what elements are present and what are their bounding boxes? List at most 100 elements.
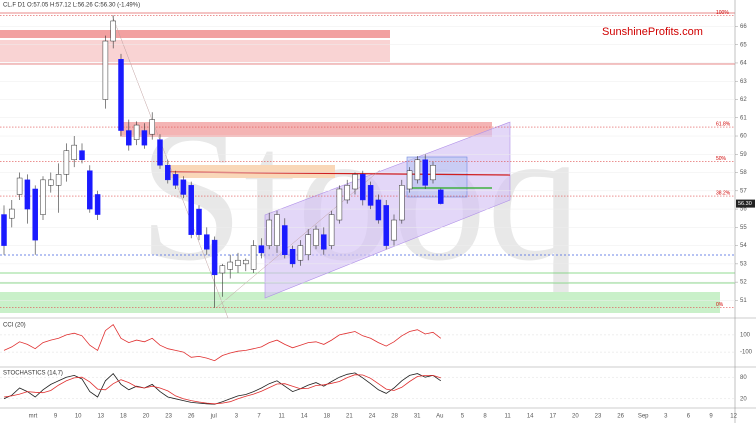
y-tick-label: 60 <box>740 134 747 140</box>
candle-body <box>110 20 116 42</box>
y-tick-label: 58 <box>740 170 747 176</box>
candle-body <box>289 249 296 265</box>
candle-body <box>383 205 389 246</box>
x-tick-label: Sep <box>638 414 649 420</box>
candle-body <box>149 119 155 135</box>
resistance-zone <box>0 40 390 62</box>
y-tick-label: 55 <box>740 225 747 231</box>
fib-label: 100% <box>716 10 729 16</box>
x-tick-label: 23 <box>165 414 172 420</box>
candle-body <box>157 139 163 166</box>
candle-body <box>180 179 187 195</box>
candle-body <box>375 199 382 221</box>
candle-body <box>422 159 428 186</box>
x-tick-label: jul <box>210 414 217 420</box>
candle-body <box>219 265 226 274</box>
candle-body <box>63 150 70 175</box>
chart-title: CL.F D1 O:57.05 H:57.12 L:56.26 C:56.30 … <box>3 3 140 9</box>
last-price-label: 56.30 <box>738 201 752 207</box>
y-tick-label: 62 <box>740 97 747 103</box>
y-tick-label: 53 <box>740 261 747 267</box>
x-tick-label: 11 <box>278 414 285 420</box>
fib-label: 50% <box>716 156 727 162</box>
x-tick-label: 12 <box>730 414 737 420</box>
candle-body <box>141 130 148 146</box>
x-tick-label: 20 <box>572 414 579 420</box>
y-tick-label: 61 <box>740 115 747 121</box>
x-tick-label: 14 <box>527 414 534 420</box>
candle-body <box>118 59 124 131</box>
candle-body <box>282 225 288 255</box>
candle-body <box>266 219 272 246</box>
candle-body <box>204 234 210 250</box>
candle-body <box>344 185 350 201</box>
y-tick-label: 66 <box>740 24 747 30</box>
y-tick-label: 64 <box>740 61 747 67</box>
y-tick-label: 80 <box>740 375 747 381</box>
x-tick-label: 23 <box>595 414 602 420</box>
x-tick-label: 31 <box>414 414 421 420</box>
x-tick-label: 18 <box>120 414 127 420</box>
x-tick-label: 10 <box>75 414 82 420</box>
candle-body <box>126 130 132 146</box>
candle-body <box>1 214 7 246</box>
x-tick-label: 3 <box>235 414 239 420</box>
x-tick-label: 5 <box>461 414 465 420</box>
candle-body <box>305 234 311 255</box>
y-tick-label: 59 <box>740 152 747 158</box>
y-tick-label: 20 <box>740 396 747 402</box>
x-tick-label: 9 <box>54 414 58 420</box>
fib-line <box>215 169 381 309</box>
y-tick-label: 52 <box>740 280 747 286</box>
resistance-zone <box>120 122 492 137</box>
candle-body <box>399 185 405 221</box>
candle-body <box>211 239 218 276</box>
resistance-zone <box>165 165 335 178</box>
candle-body <box>165 164 171 181</box>
candle-body <box>48 179 54 186</box>
x-tick-label: 11 <box>504 414 511 420</box>
candle-body <box>235 259 241 266</box>
candle-body <box>102 40 109 100</box>
x-tick-label: 13 <box>97 414 104 420</box>
x-tick-label: 17 <box>549 414 556 420</box>
support-zone <box>0 292 720 313</box>
x-tick-label: 6 <box>687 414 691 420</box>
candle-body <box>360 174 366 201</box>
x-tick-label: 9 <box>709 414 713 420</box>
x-tick-label: 8 <box>483 414 487 420</box>
y-tick-label: -100 <box>740 350 753 356</box>
candle-body <box>243 259 249 265</box>
candle-body <box>367 185 374 206</box>
x-tick-label: 7 <box>257 414 261 420</box>
indicator-line <box>3 374 441 405</box>
x-tick-label: 14 <box>301 414 308 420</box>
resistance-zone <box>0 30 390 38</box>
candle-body <box>406 170 413 190</box>
candle-body <box>227 261 233 270</box>
candle-body <box>71 144 77 161</box>
y-tick-label: 63 <box>740 79 747 85</box>
candle-body <box>258 245 265 254</box>
candle-body <box>16 177 23 195</box>
fib-label: 0% <box>716 302 724 308</box>
brand: SunshineProfits.com <box>602 26 703 38</box>
fib-label: 38.2% <box>716 190 731 196</box>
candle-body <box>94 194 101 215</box>
candle-body <box>196 208 202 235</box>
indicator-line <box>3 324 442 362</box>
candle-body <box>274 214 280 246</box>
candle-body <box>321 234 327 250</box>
candle-body <box>9 208 15 219</box>
candle-body <box>40 179 46 215</box>
x-tick-label: 20 <box>143 414 150 420</box>
x-tick-label: 26 <box>188 414 195 420</box>
candle-body <box>172 174 179 186</box>
x-tick-label: 28 <box>391 414 398 420</box>
y-tick-label: 54 <box>740 243 747 249</box>
candle-body <box>414 159 421 181</box>
y-tick-label: 65 <box>740 42 747 48</box>
x-tick-label: 26 <box>617 414 624 420</box>
x-tick-label: 3 <box>664 414 668 420</box>
candle-body <box>297 245 304 261</box>
